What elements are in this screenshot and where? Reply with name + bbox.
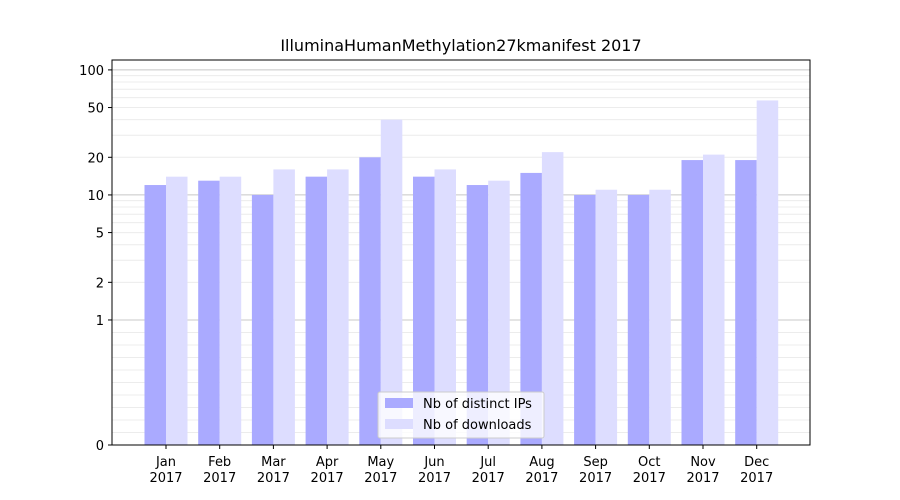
legend-box	[377, 391, 545, 439]
x-tick-label-year: 2017	[418, 471, 451, 486]
x-tick-label: Apr	[316, 455, 339, 470]
bar-downloads	[434, 169, 456, 445]
bar-ips	[413, 176, 435, 445]
x-tick-label-year: 2017	[472, 471, 505, 486]
legend-label-ips: Nb of distinct IPs	[423, 397, 532, 412]
x-tick-label: Jan	[155, 455, 176, 470]
legend-swatch-downloads	[385, 419, 413, 429]
y-tick-label: 50	[87, 102, 104, 117]
bar-ips	[735, 160, 757, 445]
bar-ips	[574, 194, 596, 445]
x-tick-label-year: 2017	[203, 471, 236, 486]
y-tick-label: 0	[96, 439, 104, 454]
bar-ips	[627, 194, 650, 445]
y-tick-label: 10	[87, 189, 104, 204]
x-tick-label: Sep	[583, 455, 608, 470]
bar-ips	[198, 180, 220, 445]
y-tick-label: 2	[96, 276, 104, 291]
x-tick-label-year: 2017	[525, 471, 558, 486]
bar-ips	[144, 185, 166, 445]
y-tick-label: 100	[79, 64, 104, 79]
x-tick-label-year: 2017	[740, 471, 773, 486]
x-tick-label: Dec	[744, 455, 769, 470]
x-tick-label: Feb	[208, 455, 231, 470]
bar-ips	[466, 185, 489, 445]
x-tick-label-year: 2017	[633, 471, 666, 486]
x-tick-label: Mar	[261, 455, 286, 470]
x-tick-label: Jul	[479, 455, 496, 470]
y-tick-label: 1	[96, 314, 104, 329]
bar-ips	[681, 160, 703, 445]
legend-label-downloads: Nb of downloads	[423, 418, 532, 433]
bar-downloads	[541, 152, 564, 445]
bar-downloads	[327, 169, 349, 445]
bar-ips	[359, 157, 381, 445]
x-tick-label-year: 2017	[364, 471, 397, 486]
x-tick-label: Nov	[690, 455, 716, 470]
y-tick-label: 5	[96, 227, 104, 242]
bar-downloads	[595, 189, 618, 445]
bar-downloads	[488, 180, 510, 445]
bar-downloads	[756, 100, 779, 445]
x-tick-label-year: 2017	[149, 471, 182, 486]
chart-title: IlluminaHumanMethylation27kmanifest 2017	[280, 36, 641, 55]
bar-downloads	[219, 176, 242, 445]
bar-downloads	[166, 176, 188, 445]
x-tick-label-year: 2017	[311, 471, 344, 486]
y-tick-label: 20	[87, 151, 104, 166]
bar-downloads	[649, 189, 671, 445]
bars	[144, 100, 779, 446]
bar-downloads	[703, 154, 725, 446]
x-tick-label: Oct	[638, 455, 660, 470]
x-tick-label-year: 2017	[686, 471, 719, 486]
y-axis: 0 1 2 5 10 20 50 100	[79, 64, 112, 454]
legend: Nb of distinct IPs Nb of downloads	[377, 391, 545, 439]
plot-frame	[111, 59, 811, 446]
x-tick-label: May	[367, 455, 394, 470]
x-tick-label: Aug	[529, 455, 554, 470]
bar-downloads	[380, 119, 403, 446]
legend-swatch-ips	[385, 398, 413, 408]
x-tick-label-year: 2017	[579, 471, 612, 486]
bar-ips	[520, 172, 542, 445]
bar-ips	[251, 194, 274, 445]
bar-ips	[305, 176, 328, 445]
x-axis: Jan2017Feb2017Mar2017Apr2017May2017Jun20…	[149, 445, 773, 486]
x-tick-label: Jun	[423, 455, 444, 470]
bar-downloads	[273, 169, 295, 445]
x-tick-label-year: 2017	[257, 471, 290, 486]
